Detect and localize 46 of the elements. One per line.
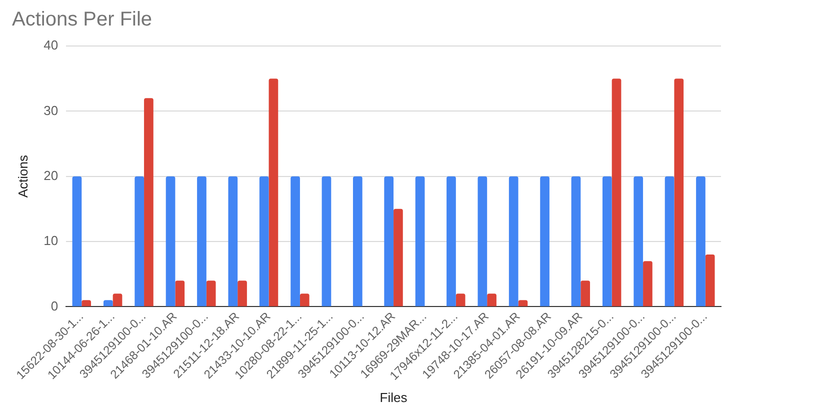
bar <box>72 176 82 306</box>
bar <box>612 78 622 306</box>
bar <box>446 176 456 306</box>
bar <box>197 176 206 306</box>
y-tick-label: 0 <box>50 298 58 314</box>
bar <box>290 176 300 306</box>
bar <box>268 78 278 306</box>
bar <box>456 294 466 306</box>
bar <box>394 208 403 306</box>
y-tick-label: 30 <box>44 102 58 118</box>
x-axis-title: Files <box>380 390 408 405</box>
bar <box>508 176 518 306</box>
bar <box>384 176 394 306</box>
bar <box>540 176 550 306</box>
bar <box>112 294 122 306</box>
bar <box>415 176 425 306</box>
bar <box>238 280 247 306</box>
bar <box>103 300 113 306</box>
bar <box>206 280 216 306</box>
y-tick-label: 10 <box>44 233 58 248</box>
chart-title: Actions Per File <box>12 8 152 31</box>
bar <box>82 300 92 306</box>
bar <box>228 176 238 306</box>
bar <box>705 254 715 306</box>
bar <box>134 176 144 306</box>
bar <box>674 78 684 306</box>
bar <box>518 300 528 306</box>
bar <box>580 280 590 306</box>
bar <box>175 280 185 306</box>
bar <box>300 294 310 306</box>
bar <box>634 176 644 306</box>
bar <box>487 294 496 306</box>
bar <box>643 261 652 306</box>
bar <box>696 176 706 306</box>
bar <box>478 176 488 306</box>
bar <box>144 98 154 306</box>
bar <box>664 176 674 306</box>
y-axis-title: Actions <box>15 154 30 198</box>
y-tick-label: 20 <box>44 168 58 183</box>
bar <box>322 176 332 306</box>
bar <box>259 176 269 306</box>
bar <box>571 176 581 306</box>
bar <box>166 176 176 306</box>
bar <box>602 176 612 306</box>
bar <box>352 176 362 306</box>
y-tick-label: 40 <box>44 38 58 53</box>
